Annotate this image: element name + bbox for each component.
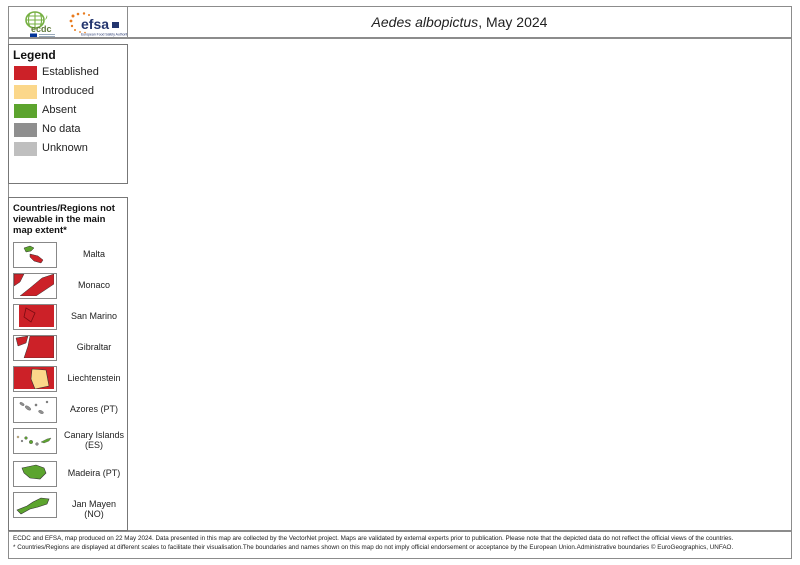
- svg-text:European Food Safety Authority: European Food Safety Authority: [81, 33, 127, 37]
- svg-text:efsa: efsa: [81, 16, 109, 32]
- svg-text:ecdc: ecdc: [31, 24, 52, 34]
